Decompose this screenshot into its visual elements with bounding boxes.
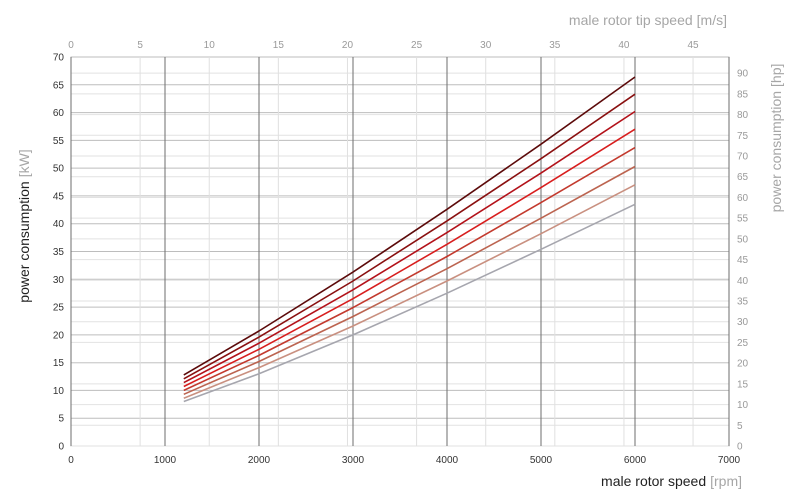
x2-tick-label: 10	[204, 40, 216, 51]
y2-tick-label: 5	[737, 421, 743, 432]
y-tick-label: 60	[53, 108, 65, 119]
x2-tick-label: 15	[273, 40, 285, 51]
y2-tick-label: 90	[737, 69, 749, 80]
y2-tick-label: 60	[737, 193, 749, 204]
y2-tick-label: 0	[737, 442, 743, 453]
y-tick-label: 35	[53, 247, 65, 258]
y-tick-label: 55	[53, 136, 65, 147]
series-line-2	[183, 93, 636, 380]
y-tick-label: 50	[53, 164, 65, 175]
series-line-5	[183, 146, 636, 392]
y-tick-label: 25	[53, 303, 65, 314]
x-tick-label: 3000	[342, 455, 365, 466]
y2-tick-label: 50	[737, 234, 749, 245]
x2-tick-label: 5	[137, 40, 143, 51]
tick-labels: 0510152025303540455055606570051015202530…	[53, 40, 749, 466]
x-tick-label: 2000	[248, 455, 271, 466]
x-tick-label: 7000	[718, 455, 741, 466]
y2-tick-label: 10	[737, 400, 749, 411]
y-tick-label: 65	[53, 80, 65, 91]
y-tick-label: 15	[53, 358, 65, 369]
x2-tick-label: 35	[549, 40, 561, 51]
x2-tick-label: 25	[411, 40, 423, 51]
y2-tick-label: 65	[737, 172, 749, 183]
y2-tick-label: 45	[737, 255, 749, 266]
y2-tick-label: 80	[737, 110, 749, 121]
y-tick-label: 5	[58, 414, 64, 425]
x2-tick-label: 40	[618, 40, 630, 51]
x2-axis-title: male rotor tip speed [m/s]	[569, 12, 727, 28]
x-tick-label: 6000	[624, 455, 647, 466]
y2-tick-label: 75	[737, 131, 749, 142]
y2-tick-label: 85	[737, 89, 749, 100]
x-tick-label: 5000	[530, 455, 553, 466]
x-tick-label: 1000	[154, 455, 177, 466]
y-tick-label: 30	[53, 275, 65, 286]
y-axis-title: power consumption[kW]	[16, 149, 32, 302]
y-tick-label: 0	[58, 442, 64, 453]
y-tick-label: 45	[53, 191, 65, 202]
y2-tick-label: 25	[737, 338, 749, 349]
series-line-8	[183, 203, 636, 403]
y2-tick-label: 55	[737, 214, 749, 225]
x2-tick-label: 45	[687, 40, 699, 51]
x-tick-label: 4000	[436, 455, 459, 466]
y-tick-label: 40	[53, 219, 65, 230]
x-tick-label: 0	[68, 455, 74, 466]
y-tick-label: 10	[53, 386, 65, 397]
y2-tick-label: 35	[737, 297, 749, 308]
y2-axis-title: power consumption[hp]	[768, 64, 784, 213]
x2-tick-label: 30	[480, 40, 492, 51]
series-line-3	[183, 110, 636, 384]
series-line-7	[183, 184, 636, 399]
y2-tick-label: 15	[737, 379, 749, 390]
x2-tick-label: 20	[342, 40, 354, 51]
series-lines	[183, 76, 636, 403]
x2-tick-label: 0	[68, 40, 74, 51]
y-tick-label: 70	[53, 53, 65, 64]
y-tick-label: 20	[53, 330, 65, 341]
y2-tick-label: 20	[737, 359, 749, 370]
series-line-4	[183, 128, 636, 388]
y2-tick-label: 40	[737, 276, 749, 287]
y2-tick-label: 30	[737, 317, 749, 328]
y2-tick-label: 70	[737, 152, 749, 163]
series-line-1	[183, 76, 636, 376]
x-axis-title: male rotor speed [rpm]	[601, 473, 742, 489]
series-line-6	[183, 165, 636, 396]
